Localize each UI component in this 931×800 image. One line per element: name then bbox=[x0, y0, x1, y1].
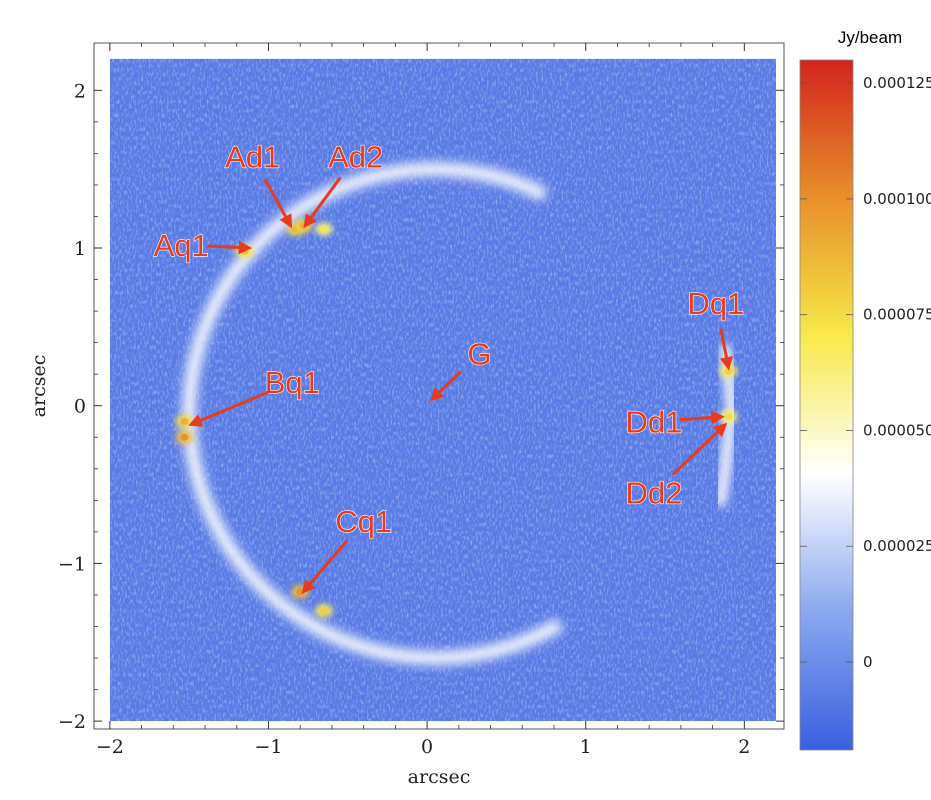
y-tick-label: −1 bbox=[58, 553, 86, 575]
y-tick-label: −2 bbox=[58, 711, 86, 733]
x-axis: −2 −1 0 1 2 bbox=[96, 43, 750, 758]
annotation-arrow bbox=[719, 328, 734, 371]
annotation-label: Dq1 bbox=[687, 286, 744, 321]
bright-spot-core bbox=[180, 433, 189, 441]
annotation-arrow bbox=[188, 390, 269, 427]
y-axis: −2 −1 0 1 2 bbox=[58, 80, 784, 733]
annotation-label: Dd2 bbox=[625, 475, 682, 510]
x-axis-title: arcsec bbox=[408, 766, 471, 788]
x-tick-label: 2 bbox=[738, 736, 750, 758]
annotation-label: Dd1 bbox=[625, 404, 682, 439]
bright-spot-core bbox=[724, 367, 733, 375]
bright-spot-core bbox=[180, 417, 189, 425]
colorbar-tick-label: 0.000100 bbox=[863, 190, 931, 208]
x-tick-label: 0 bbox=[421, 736, 433, 758]
annotation-arrow bbox=[679, 410, 725, 425]
x-tick-label: 1 bbox=[580, 736, 592, 758]
plot-frame bbox=[93, 42, 785, 730]
colorbar-tick-label: 0.000050 bbox=[863, 421, 931, 439]
annotation-label: Ad2 bbox=[328, 140, 383, 175]
annotation-label: Aq1 bbox=[154, 228, 209, 263]
y-tick-label: 1 bbox=[74, 238, 86, 260]
y-tick-label: 0 bbox=[74, 396, 86, 418]
bright-spot-core bbox=[724, 413, 733, 421]
annotation-arrow bbox=[671, 422, 728, 476]
colorbar-tick-label: 0.000025 bbox=[863, 537, 931, 555]
x-tick-label: −1 bbox=[254, 736, 282, 758]
colorbar: 0 0.000025 0.000050 0.000075 0.000100 0.00012… bbox=[799, 28, 931, 751]
colorbar-title: Jy/beam bbox=[838, 28, 902, 47]
annotation-arrow bbox=[429, 370, 462, 402]
annotation-label: Cq1 bbox=[335, 504, 392, 539]
y-axis-title: arcsec bbox=[28, 355, 50, 418]
annotation-arrow bbox=[263, 178, 293, 229]
colorbar-tick-label: 0 bbox=[863, 653, 873, 671]
annotation-arrow bbox=[301, 539, 348, 594]
flux-map-image bbox=[109, 58, 777, 722]
annotation-arrow bbox=[303, 176, 342, 229]
annotation-arrow bbox=[207, 240, 253, 255]
bright-spot-core bbox=[320, 607, 328, 615]
annotation-label: Bq1 bbox=[265, 365, 320, 400]
annotations: Ad1 Ad2 Aq1 Bq1 Cq1 G Dq1 Dd1 Dd2 bbox=[153, 139, 745, 594]
colorbar-gradient bbox=[799, 59, 854, 751]
bright-spot-core bbox=[296, 588, 305, 596]
colorbar-ticks: 0 0.000025 0.000050 0.000075 0.000100 0.00012… bbox=[800, 74, 931, 671]
annotation-label: G bbox=[467, 337, 491, 372]
colorbar-tick-label: 0.000075 bbox=[863, 306, 931, 324]
x-tick-label: −2 bbox=[96, 736, 124, 758]
colorbar-tick-label: 0.000125 bbox=[863, 74, 931, 92]
annotation-label: Ad1 bbox=[225, 140, 280, 175]
y-tick-label: 2 bbox=[74, 80, 86, 102]
bright-spot-core bbox=[320, 225, 328, 233]
